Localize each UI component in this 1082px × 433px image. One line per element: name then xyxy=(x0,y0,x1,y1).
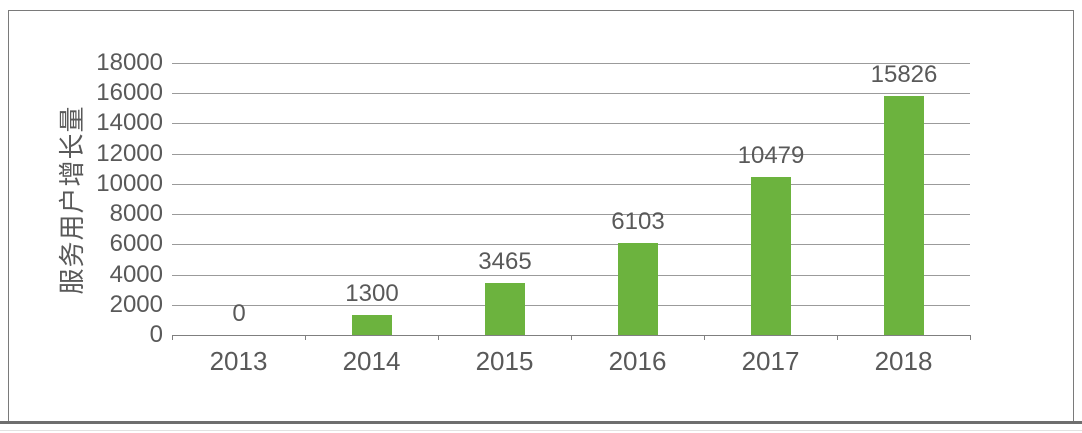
x-axis-tick-mark xyxy=(305,335,306,340)
gridline xyxy=(172,274,970,276)
y-axis-tick: 18000 xyxy=(96,49,163,76)
y-axis-tick: 8000 xyxy=(109,200,163,228)
data-label-2017: 10479 xyxy=(737,142,805,169)
y-axis-tick: 12000 xyxy=(96,139,163,167)
bottom-border-rule xyxy=(0,421,1082,424)
x-axis-tick-mark xyxy=(571,335,572,340)
plot-area xyxy=(172,63,971,340)
x-axis-label-2015: 2015 xyxy=(475,346,534,376)
bar-2018 xyxy=(884,96,924,335)
x-axis-tick-mark xyxy=(172,335,173,340)
x-axis-tick-mark xyxy=(704,335,705,340)
y-axis-tick: 0 xyxy=(149,321,163,348)
gridline xyxy=(172,153,970,155)
bottom-edge-line xyxy=(0,430,1082,431)
data-label-2013: 0 xyxy=(232,300,246,327)
x-axis-tick-mark xyxy=(970,335,971,340)
x-axis-label-2017: 2017 xyxy=(741,346,800,376)
x-axis-tick-mark xyxy=(438,335,439,340)
y-axis-tick: 4000 xyxy=(109,260,163,288)
y-axis-tick: 10000 xyxy=(96,169,163,197)
x-axis-label-2014: 2014 xyxy=(342,346,401,376)
bar-2014 xyxy=(352,315,392,335)
y-axis-tick: 14000 xyxy=(96,109,163,137)
data-label-2014: 1300 xyxy=(345,280,399,307)
data-label-2015: 3465 xyxy=(478,248,532,275)
data-label-2018: 15826 xyxy=(870,61,938,88)
gridline xyxy=(172,244,970,246)
y-axis-tick: 2000 xyxy=(109,290,163,318)
gridline xyxy=(172,214,970,216)
x-axis-label-2013: 2013 xyxy=(209,346,268,376)
bar-2017 xyxy=(751,177,791,335)
gridline xyxy=(172,183,970,185)
y-axis-tick: 16000 xyxy=(96,79,163,107)
data-label-2016: 6103 xyxy=(611,208,665,235)
x-axis-label-2018: 2018 xyxy=(874,346,933,376)
y-axis-tick: 6000 xyxy=(109,230,163,258)
y-axis-tick-labels: 0 2000 4000 6000 8000 10000 12000 14000 16000 180… xyxy=(0,0,163,433)
gridline xyxy=(172,123,970,125)
bar-2015 xyxy=(485,283,525,335)
gridline xyxy=(172,304,970,306)
x-axis-label-2016: 2016 xyxy=(608,346,667,376)
gridline xyxy=(172,63,970,64)
x-axis-tick-mark xyxy=(837,335,838,340)
bar-2016 xyxy=(618,243,658,335)
gridline xyxy=(172,93,970,95)
